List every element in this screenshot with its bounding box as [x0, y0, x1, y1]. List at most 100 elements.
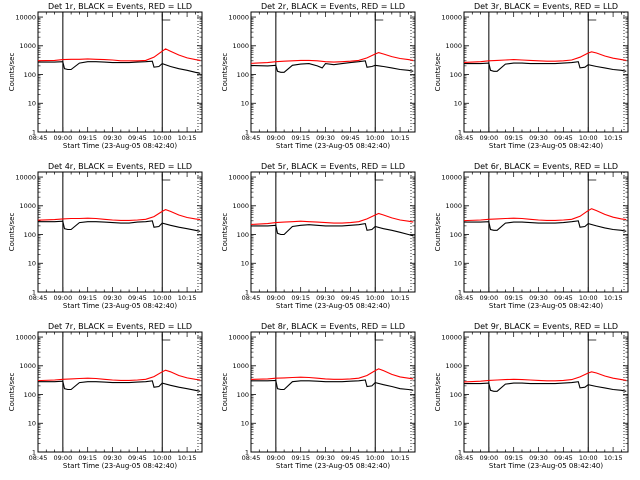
x-tick-label: 10:15: [178, 134, 197, 142]
y-tick-label: 1000: [445, 202, 462, 210]
interval-bracket: [587, 14, 597, 21]
x-tick-label: 10:00: [579, 134, 598, 142]
plot-frame: [37, 11, 203, 133]
y-tick-label: 10000: [228, 13, 249, 21]
y-tick-label: 1000: [232, 362, 249, 370]
y-tick-label: 10000: [228, 173, 249, 181]
x-tick-label: 09:45: [554, 294, 573, 302]
y-tick-label: 100: [24, 391, 36, 399]
series-events: [38, 380, 201, 392]
series-events: [38, 60, 201, 74]
y-tick-label: 100: [450, 231, 462, 239]
y-tick-label: 100: [237, 391, 249, 399]
y-tick-label: 100: [450, 391, 462, 399]
x-tick-label: 09:00: [479, 294, 498, 302]
x-tick-label: 08:45: [455, 454, 474, 462]
x-tick-label: 09:00: [53, 294, 72, 302]
y-tick-label: 10000: [441, 173, 462, 181]
y-tick-label: 10000: [441, 13, 462, 21]
x-tick-label: 09:00: [266, 134, 285, 142]
x-tick-label: 10:15: [391, 134, 410, 142]
x-tick-label: 10:00: [579, 454, 598, 462]
interval-bracket: [161, 14, 171, 21]
x-tick-label: 10:15: [391, 294, 410, 302]
series-events: [251, 222, 414, 237]
plot-frame: [250, 171, 416, 293]
plot-frame: [250, 11, 416, 133]
y-tick-label: 1000: [445, 42, 462, 50]
series-lld: [251, 368, 414, 380]
x-tick-label: 08:45: [29, 294, 48, 302]
y-tick-label: 10: [241, 100, 249, 108]
x-tick-label: 09:30: [529, 134, 548, 142]
y-tick-label: 1000: [232, 42, 249, 50]
y-tick-label: 10000: [15, 13, 36, 21]
panel-title: Det 2r, BLACK = Events, RED = LLD: [261, 2, 405, 11]
interval-bracket: [374, 174, 384, 181]
y-tick-label: 10: [28, 100, 36, 108]
x-tick-label: 09:30: [103, 294, 122, 302]
x-tick-label: 09:45: [341, 454, 360, 462]
series-events: [251, 60, 414, 73]
x-tick-label: 09:15: [504, 134, 523, 142]
y-axis-label: Counts/sec: [8, 373, 16, 412]
y-axis-label: Counts/sec: [8, 213, 16, 252]
panel-7: Det 7r, BLACK = Events, RED = LLD 1 10 100 1…: [8, 322, 203, 470]
series-lld: [38, 208, 201, 221]
x-axis-label: Start Time (23-Aug-05 08:42:40): [489, 462, 603, 470]
interval-bracket: [587, 174, 597, 181]
x-tick-label: 08:45: [242, 294, 261, 302]
interval-bracket: [374, 14, 384, 21]
x-tick-label: 09:30: [316, 294, 335, 302]
panel-title: Det 7r, BLACK = Events, RED = LLD: [48, 322, 192, 331]
plot-frame: [463, 331, 629, 453]
x-tick-label: 10:00: [153, 294, 172, 302]
y-tick-label: 10: [28, 420, 36, 428]
y-tick-label: 100: [237, 71, 249, 79]
panel-6: Det 6r, BLACK = Events, RED = LLD 1 10 100 1…: [434, 162, 629, 310]
y-axis-label: Counts/sec: [434, 213, 442, 252]
y-tick-label: 10000: [228, 333, 249, 341]
y-tick-label: 1000: [232, 202, 249, 210]
series-lld: [38, 369, 201, 382]
x-axis-label: Start Time (23-Aug-05 08:42:40): [276, 462, 390, 470]
x-tick-label: 10:00: [366, 134, 385, 142]
y-tick-label: 1000: [19, 362, 36, 370]
y-axis-label: Counts/sec: [221, 53, 229, 92]
x-tick-label: 09:00: [479, 134, 498, 142]
y-axis-label: Counts/sec: [434, 373, 442, 412]
x-tick-label: 10:00: [579, 294, 598, 302]
y-axis-label: Counts/sec: [221, 373, 229, 412]
y-tick-label: 1: [458, 288, 462, 296]
y-tick-label: 10: [454, 420, 462, 428]
interval-bracket: [374, 334, 384, 341]
y-axis-label: Counts/sec: [434, 53, 442, 92]
y-tick-label: 1: [32, 288, 36, 296]
y-tick-label: 1: [245, 288, 249, 296]
plot-frame: [463, 11, 629, 133]
series-events: [464, 220, 627, 232]
x-tick-label: 08:45: [455, 134, 474, 142]
x-tick-label: 09:15: [504, 454, 523, 462]
x-tick-label: 10:00: [366, 454, 385, 462]
x-tick-label: 08:45: [29, 134, 48, 142]
x-tick-label: 09:45: [128, 294, 147, 302]
x-tick-label: 09:15: [78, 294, 97, 302]
y-tick-label: 1: [32, 128, 36, 136]
x-tick-label: 10:15: [604, 454, 623, 462]
x-tick-label: 09:30: [529, 294, 548, 302]
x-tick-label: 09:15: [78, 454, 97, 462]
plot-frame: [37, 171, 203, 293]
x-axis-label: Start Time (23-Aug-05 08:42:40): [63, 302, 177, 310]
x-tick-label: 09:15: [291, 294, 310, 302]
y-tick-label: 1: [245, 448, 249, 456]
x-tick-label: 09:45: [128, 454, 147, 462]
y-tick-label: 10000: [15, 173, 36, 181]
panel-title: Det 1r, BLACK = Events, RED = LLD: [48, 2, 192, 11]
panel-title: Det 3r, BLACK = Events, RED = LLD: [474, 2, 618, 11]
x-axis-label: Start Time (23-Aug-05 08:42:40): [489, 142, 603, 150]
panel-9: Det 9r, BLACK = Events, RED = LLD 1 10 100 1…: [434, 322, 629, 470]
panel-title: Det 6r, BLACK = Events, RED = LLD: [474, 162, 618, 171]
x-tick-label: 09:30: [316, 134, 335, 142]
series-events: [464, 61, 627, 72]
